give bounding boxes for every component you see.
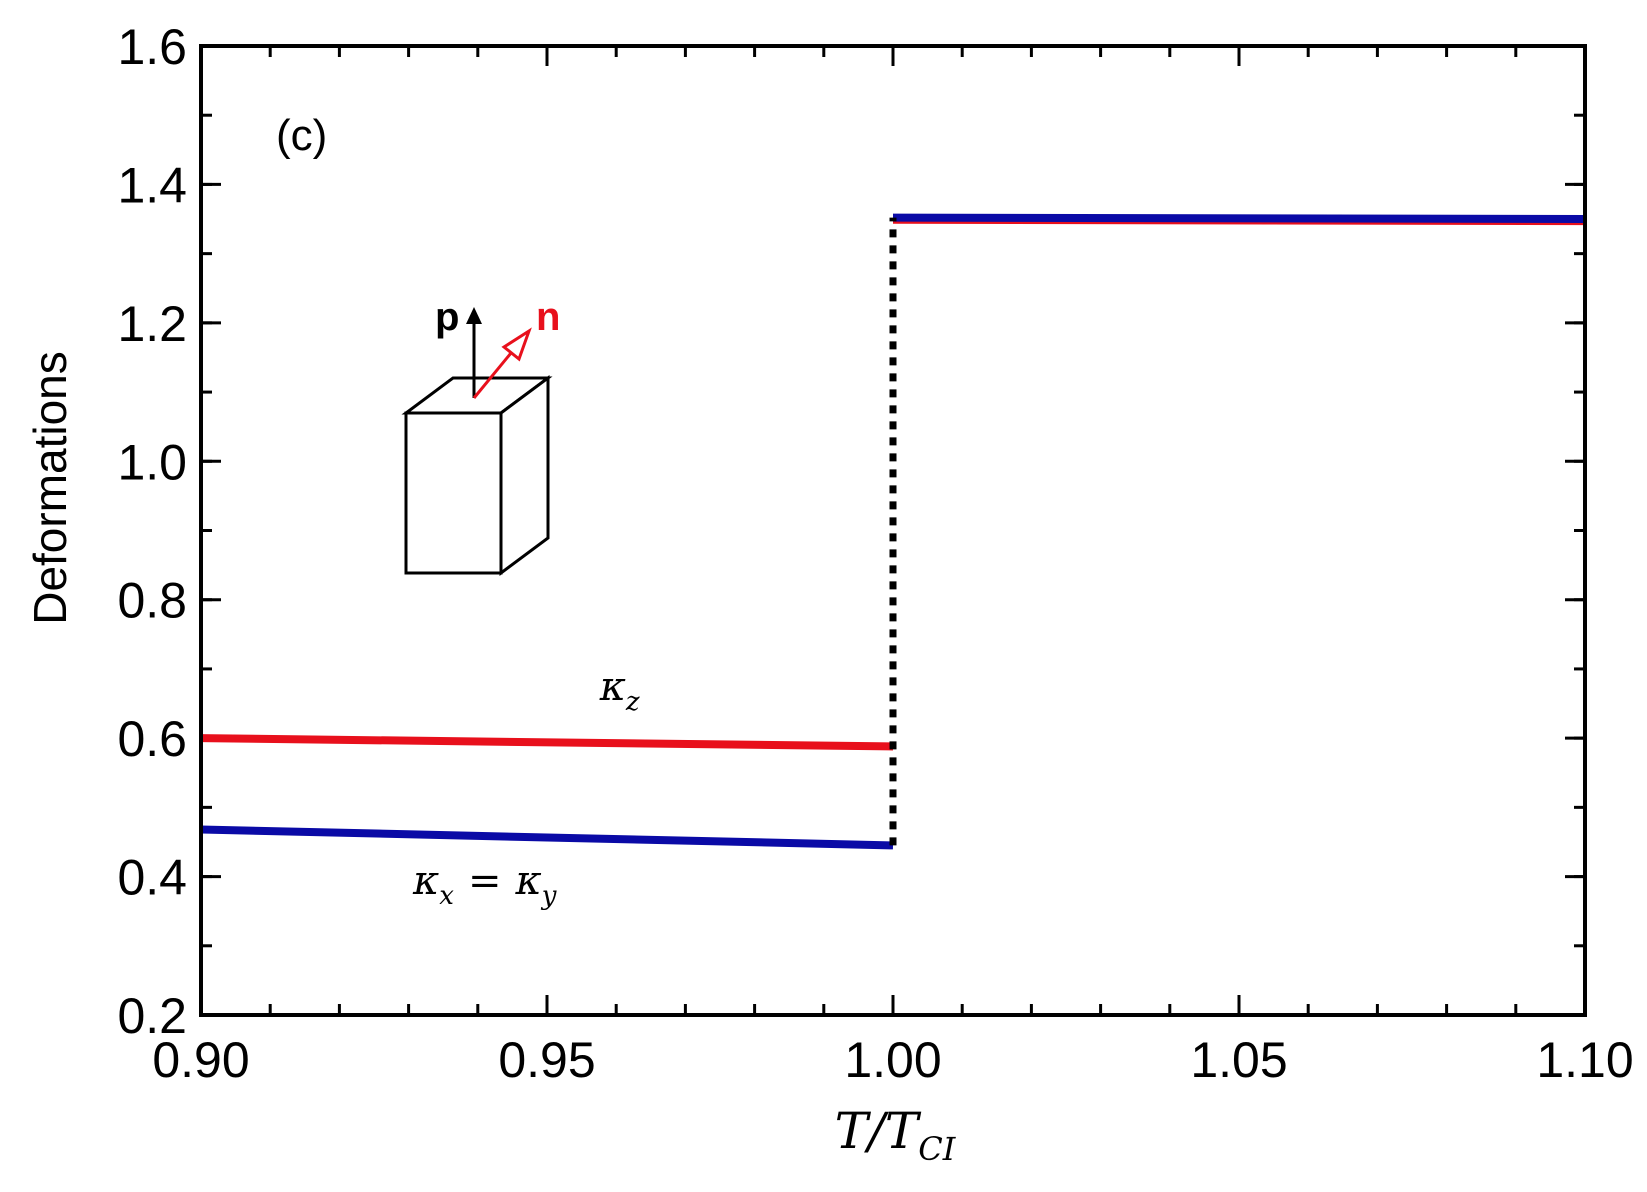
x-axis-title-main: T/T [835, 1102, 922, 1160]
annotation-kappa-z-symbol: κ [599, 664, 626, 710]
vector-p-label: p [435, 295, 459, 339]
vector-n-arrowhead-icon [501, 327, 532, 362]
y-tick-label: 0.2 [117, 988, 187, 1044]
vector-p-arrowhead-icon [466, 307, 482, 324]
x-axis-title: T/TCI [835, 1102, 957, 1168]
x-tick-label: 1.00 [844, 1032, 941, 1088]
panel-label: (c) [276, 111, 327, 160]
series-line-kappa-x-kappa-y-segment-0 [200, 825, 894, 850]
series-line-kappa-z-segment-0 [200, 734, 894, 751]
annotation-kappa-y-symbol: κ [514, 858, 541, 904]
x-axis-title-subscript: CI [918, 1130, 956, 1168]
y-tick-label: 1.4 [117, 157, 187, 213]
x-tick-label: 1.05 [1190, 1032, 1287, 1088]
y-tick-label: 1.2 [117, 296, 187, 352]
annotation-equals-operator: = [468, 858, 502, 904]
y-tick-label: 0.4 [117, 850, 187, 906]
y-axis-title: Deformations [24, 351, 76, 625]
y-tick-label: 1.0 [117, 434, 187, 490]
annotation-kappa-x-subscript: x [439, 881, 454, 911]
inset-box-illustration: p n [401, 295, 560, 576]
box-side-face-icon [499, 375, 550, 576]
y-tick-label: 1.6 [117, 19, 187, 75]
x-tick-label: 0.90 [152, 1032, 249, 1088]
annotation-kappa-x-eq-kappa-y: κx = κy [412, 858, 557, 911]
box-front-face-icon [404, 411, 503, 575]
annotation-kappa-x-symbol: κ [412, 858, 439, 904]
vector-n-label: n [536, 295, 560, 339]
x-tick-label: 0.95 [498, 1032, 595, 1088]
vector-n-shaft [472, 352, 513, 399]
annotation-kappa-z: κz [599, 664, 640, 717]
annotation-kappa-z-subscript: z [625, 687, 640, 717]
y-tick-label: 0.6 [117, 711, 187, 767]
annotation-kappa-y-subscript: y [541, 881, 557, 911]
y-tick-label: 0.8 [117, 573, 187, 629]
tick-labels: 0.90 0.95 1.00 1.05 1.10 0.2 0.4 0.6 0.8 1.0 1.2 1.… [117, 19, 1633, 1088]
series-line-kappa-x-kappa-y-segment-1 [892, 213, 1586, 224]
plot-frame [199, 44, 1587, 1017]
x-tick-label: 1.10 [1536, 1032, 1633, 1088]
series-layer [200, 213, 1586, 850]
